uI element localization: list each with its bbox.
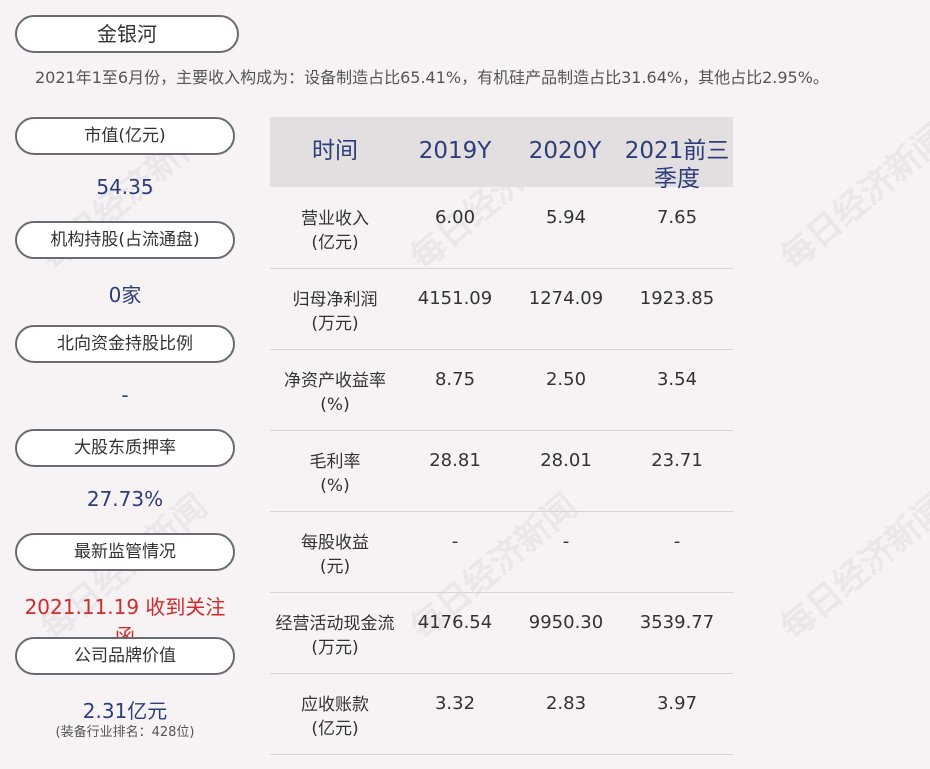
brand-value-value: 2.31亿元: [82, 699, 168, 723]
row-label: 营业收入 (亿元): [301, 209, 369, 253]
cell-value: 5.94: [545, 207, 587, 228]
row-label: 净资产收益率 (%): [284, 371, 386, 415]
northbound-holdings-label: 北向资金持股比例: [15, 325, 235, 363]
institutional-holdings-value: 0家: [108, 283, 142, 307]
header-2019: 2019Y: [418, 138, 492, 164]
row-label: 归母净利润 (万元): [292, 290, 378, 334]
cell-value: 4151.09: [417, 288, 493, 309]
revenue-summary: 2021年1至6月份，主要收入构成为：设备制造占比65.41%，有机硅产品制造占…: [35, 68, 829, 87]
cell-value: 28.81: [429, 450, 481, 471]
cell-value: 1923.85: [639, 288, 715, 309]
table-row: 经营活动现金流 (万元) 4176.54 9950.30 3539.77: [270, 592, 733, 674]
cell-value: 9950.30: [528, 612, 604, 633]
cell-value: -: [451, 531, 459, 552]
row-label: 经营活动现金流 (万元): [275, 614, 395, 658]
table-row: 归母净利润 (万元) 4151.09 1274.09 1923.85: [270, 268, 733, 350]
row-label: 每股收益 (元): [301, 533, 369, 577]
brand-value-label: 公司品牌价值: [15, 637, 235, 675]
cell-value: 2.50: [545, 369, 587, 390]
cell-value: 3539.77: [639, 612, 715, 633]
watermark: 每日经济新闻: [773, 116, 930, 279]
table-row: 应收账款 (亿元) 3.32 2.83 3.97: [270, 673, 733, 755]
cell-value: 7.65: [656, 207, 698, 228]
table-row: 净资产收益率 (%) 8.75 2.50 3.54: [270, 349, 733, 431]
row-label: 毛利率 (%): [309, 452, 361, 496]
institutional-holdings-label: 机构持股(占流通盘): [15, 221, 235, 259]
cell-value: 3.54: [656, 369, 698, 390]
cell-value: 28.01: [540, 450, 592, 471]
cell-value: 3.32: [434, 693, 476, 714]
cell-value: 6.00: [434, 207, 476, 228]
northbound-holdings-value: -: [121, 383, 129, 407]
company-name: 金银河: [15, 15, 239, 53]
row-label: 应收账款 (亿元): [301, 695, 369, 739]
header-2020: 2020Y: [528, 138, 602, 164]
regulatory-status-label: 最新监管情况: [15, 533, 235, 571]
cell-value: -: [562, 531, 570, 552]
cell-value: 2.83: [545, 693, 587, 714]
cell-value: -: [673, 531, 681, 552]
watermark: 每日经济新闻: [773, 486, 930, 649]
cell-value: 1274.09: [528, 288, 604, 309]
table-row: 营业收入 (亿元) 6.00 5.94 7.65: [270, 187, 733, 269]
table-row: 每股收益 (元) - - -: [270, 511, 733, 593]
cell-value: 3.97: [656, 693, 698, 714]
pledge-rate-label: 大股东质押率: [15, 429, 235, 467]
header-time: 时间: [312, 138, 358, 164]
market-cap-value: 54.35: [96, 175, 154, 199]
cell-value: 23.71: [651, 450, 703, 471]
market-cap-label: 市值(亿元): [15, 117, 235, 155]
table-header: 时间 2019Y 2020Y 2021前三季度: [270, 117, 733, 192]
cell-value: 8.75: [434, 369, 476, 390]
cell-value: 4176.54: [417, 612, 493, 633]
header-2021q3: 2021前三季度: [624, 138, 730, 192]
pledge-rate-value: 27.73%: [86, 487, 164, 511]
table-row: 毛利率 (%) 28.81 28.01 23.71: [270, 430, 733, 512]
brand-rank-note: (装备行业排名：428位): [55, 725, 195, 740]
